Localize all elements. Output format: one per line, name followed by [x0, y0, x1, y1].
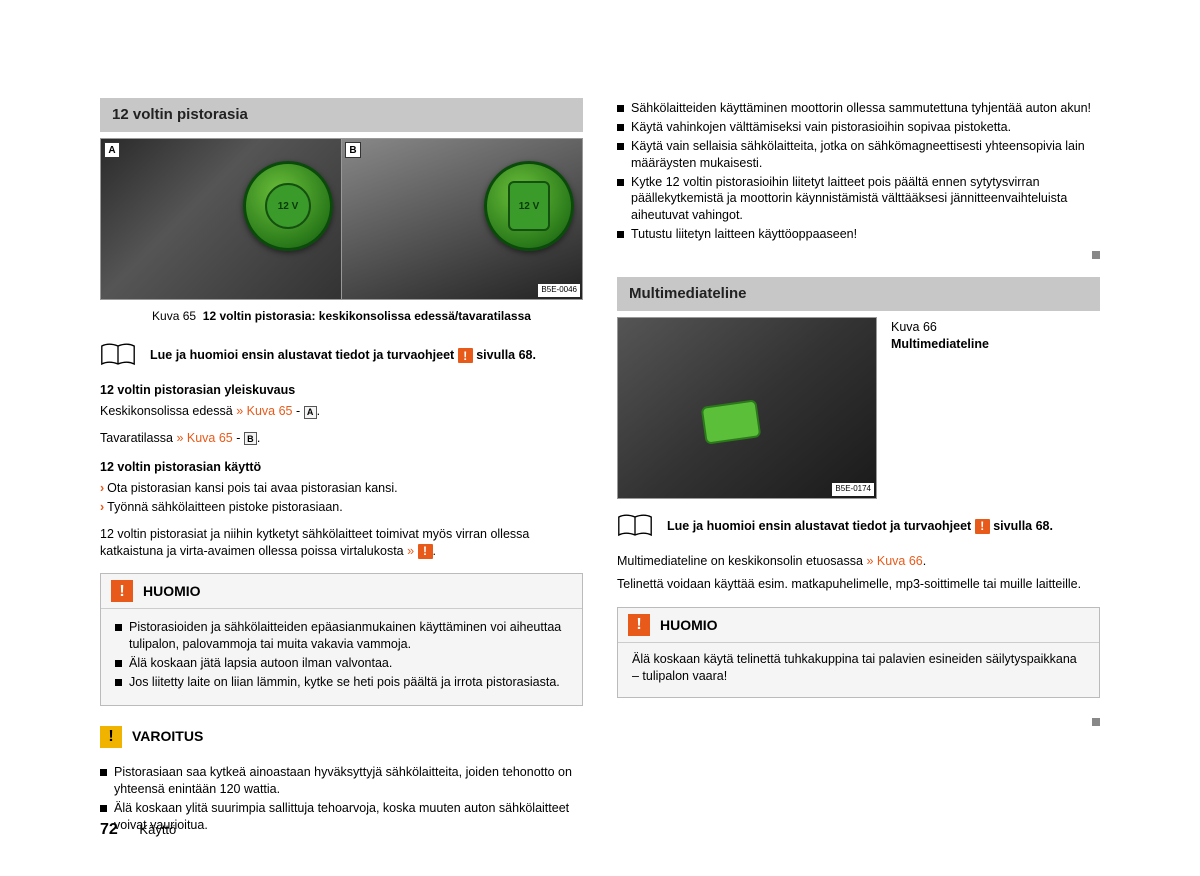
varoitus-title: VAROITUS	[132, 727, 203, 746]
figure-65-a: A 12 V	[101, 139, 341, 299]
warning-icon: !	[975, 519, 990, 534]
page-footer: 72 Käyttö	[100, 819, 176, 841]
section-end-icon	[1092, 251, 1100, 259]
step-1: ›Ota pistorasian kansi pois tai avaa pis…	[100, 480, 583, 497]
bullet-icon	[617, 124, 624, 131]
list-item: Käytä vahinkojen välttämiseksi vain pist…	[631, 119, 1011, 136]
multimedia-device	[701, 400, 762, 445]
read-first-text: Lue ja huomioi ensin alustavat tiedot ja…	[667, 518, 1053, 535]
huomio-header: ! HUOMIO	[618, 608, 1099, 643]
huomio-body: Älä koskaan käytä telinettä tuhkakuppina…	[618, 643, 1099, 697]
huomio-title: HUOMIO	[143, 582, 201, 601]
list-item: Kytke 12 voltin pistorasioihin liitetyt …	[631, 174, 1100, 225]
ref-link: » Kuva 65	[176, 431, 232, 445]
location-1: Keskikonsolissa edessä » Kuva 65 - A.	[100, 403, 583, 420]
socket-label: 12 V	[265, 183, 311, 229]
warning-icon: !	[418, 544, 433, 559]
figure-65-b: B 12 V B5E-0046	[341, 139, 582, 299]
figure-code: B5E-0046	[538, 284, 580, 297]
book-icon	[100, 342, 136, 368]
socket-label-b: 12 V	[508, 181, 550, 231]
figure-label-a: A	[104, 142, 120, 158]
huomio-title: HUOMIO	[660, 616, 718, 635]
list-item: Sähkölaitteiden käyttäminen moottorin ol…	[631, 100, 1091, 117]
ref-link: » Kuva 65	[236, 404, 292, 418]
list-item: Älä koskaan jätä lapsia autoon ilman val…	[129, 655, 392, 672]
varoitus-header: ! VAROITUS	[100, 720, 583, 754]
step-arrow-icon: ›	[100, 500, 104, 514]
book-icon	[617, 513, 653, 539]
warning-icon: !	[458, 348, 473, 363]
ref-letter: B	[244, 432, 257, 445]
manual-page: 12 voltin pistorasia A 12 V B 12 V B5E-0…	[100, 98, 1100, 847]
huomio-box-2: ! HUOMIO Älä koskaan käytä telinettä tuh…	[617, 607, 1100, 698]
bullet-icon	[100, 805, 107, 812]
alert-icon: !	[628, 614, 650, 636]
chapter-name: Käyttö	[139, 822, 176, 837]
list-item: Älä koskaan ylitä suurimpia sallittuja t…	[114, 800, 583, 834]
list-item: Käytä vain sellaisia sähkölaitteita, jot…	[631, 138, 1100, 172]
rf-before: Lue ja huomioi ensin alustavat tiedot ja…	[667, 519, 971, 533]
caution-icon: !	[100, 726, 122, 748]
section-header-multimedia: Multimediateline	[617, 277, 1100, 311]
bullet-icon	[617, 143, 624, 150]
bullet-icon	[115, 679, 122, 686]
huomio-box: ! HUOMIO Pistorasioiden ja sähkölaitteid…	[100, 573, 583, 706]
mm-location: Multimediateline on keskikonsolin etuosa…	[617, 553, 1100, 570]
figure-code: B5E-0174	[832, 483, 874, 496]
read-first-row-2: Lue ja huomioi ensin alustavat tiedot ja…	[617, 513, 1100, 539]
caption-text: 12 voltin pistorasia: keskikonsolissa ed…	[203, 309, 531, 323]
rf-before: Lue ja huomioi ensin alustavat tiedot ja…	[150, 348, 454, 362]
list-item: Tutustu liitetyn laitteen käyttöoppaasee…	[631, 226, 857, 243]
figure-66-img: B5E-0174	[618, 318, 876, 498]
rf-after: sivulla 68.	[476, 348, 536, 362]
bullet-icon	[617, 231, 624, 238]
mm-usage: Telinettä voidaan käyttää esim. matkapuh…	[617, 576, 1100, 593]
ref-letter: A	[304, 406, 317, 419]
bullet-icon	[617, 105, 624, 112]
list-item: Pistorasioiden ja sähkölaitteiden epäasi…	[129, 619, 568, 653]
callout-socket-a: 12 V	[243, 161, 333, 251]
ref-link: » Kuva 66	[866, 554, 922, 568]
location-2: Tavaratilassa » Kuva 65 - B.	[100, 430, 583, 447]
bullet-icon	[617, 179, 624, 186]
figure-66: B5E-0174	[617, 317, 877, 499]
page-number: 72	[100, 821, 118, 838]
step-2: ›Työnnä sähkölaitteen pistoke pistorasia…	[100, 499, 583, 516]
overview-title: 12 voltin pistorasian yleiskuvaus	[100, 382, 583, 399]
bullet-icon	[115, 624, 122, 631]
section-header-12v: 12 voltin pistorasia	[100, 98, 583, 132]
ref-link: »	[407, 544, 414, 558]
bullet-icon	[100, 769, 107, 776]
alert-icon: !	[111, 580, 133, 602]
caption-prefix: Kuva 66	[891, 320, 937, 334]
bullet-icon	[115, 660, 122, 667]
figure-label-b: B	[345, 142, 361, 158]
use-title: 12 voltin pistorasian käyttö	[100, 459, 583, 476]
operation-note: 12 voltin pistorasiat ja niihin kytketyt…	[100, 526, 583, 560]
huomio-body: Pistorasioiden ja sähkölaitteiden epäasi…	[101, 609, 582, 705]
section-end-icon	[1092, 718, 1100, 726]
list-item: Jos liitetty laite on liian lämmin, kytk…	[129, 674, 560, 691]
figure-65-caption: Kuva 65 12 voltin pistorasia: keskikonso…	[100, 302, 583, 334]
list-item: Pistorasiaan saa kytkeä ainoastaan hyväk…	[114, 764, 583, 798]
caption-prefix: Kuva 65	[152, 309, 196, 323]
left-column: 12 voltin pistorasia A 12 V B 12 V B5E-0…	[100, 98, 583, 847]
read-first-text: Lue ja huomioi ensin alustavat tiedot ja…	[150, 347, 536, 364]
figure-66-wrap: B5E-0174 Kuva 66 Multimediateline	[617, 317, 1100, 501]
callout-socket-b: 12 V	[484, 161, 574, 251]
caption-text: Multimediateline	[891, 336, 1100, 353]
right-column: Sähkölaitteiden käyttäminen moottorin ol…	[617, 98, 1100, 847]
figure-66-caption: Kuva 66 Multimediateline	[891, 317, 1100, 501]
continued-bullets: Sähkölaitteiden käyttäminen moottorin ol…	[617, 100, 1100, 259]
step-arrow-icon: ›	[100, 481, 104, 495]
rf-after: sivulla 68.	[993, 519, 1053, 533]
read-first-row: Lue ja huomioi ensin alustavat tiedot ja…	[100, 342, 583, 368]
figure-65: A 12 V B 12 V B5E-0046	[100, 138, 583, 300]
huomio-header: ! HUOMIO	[101, 574, 582, 609]
